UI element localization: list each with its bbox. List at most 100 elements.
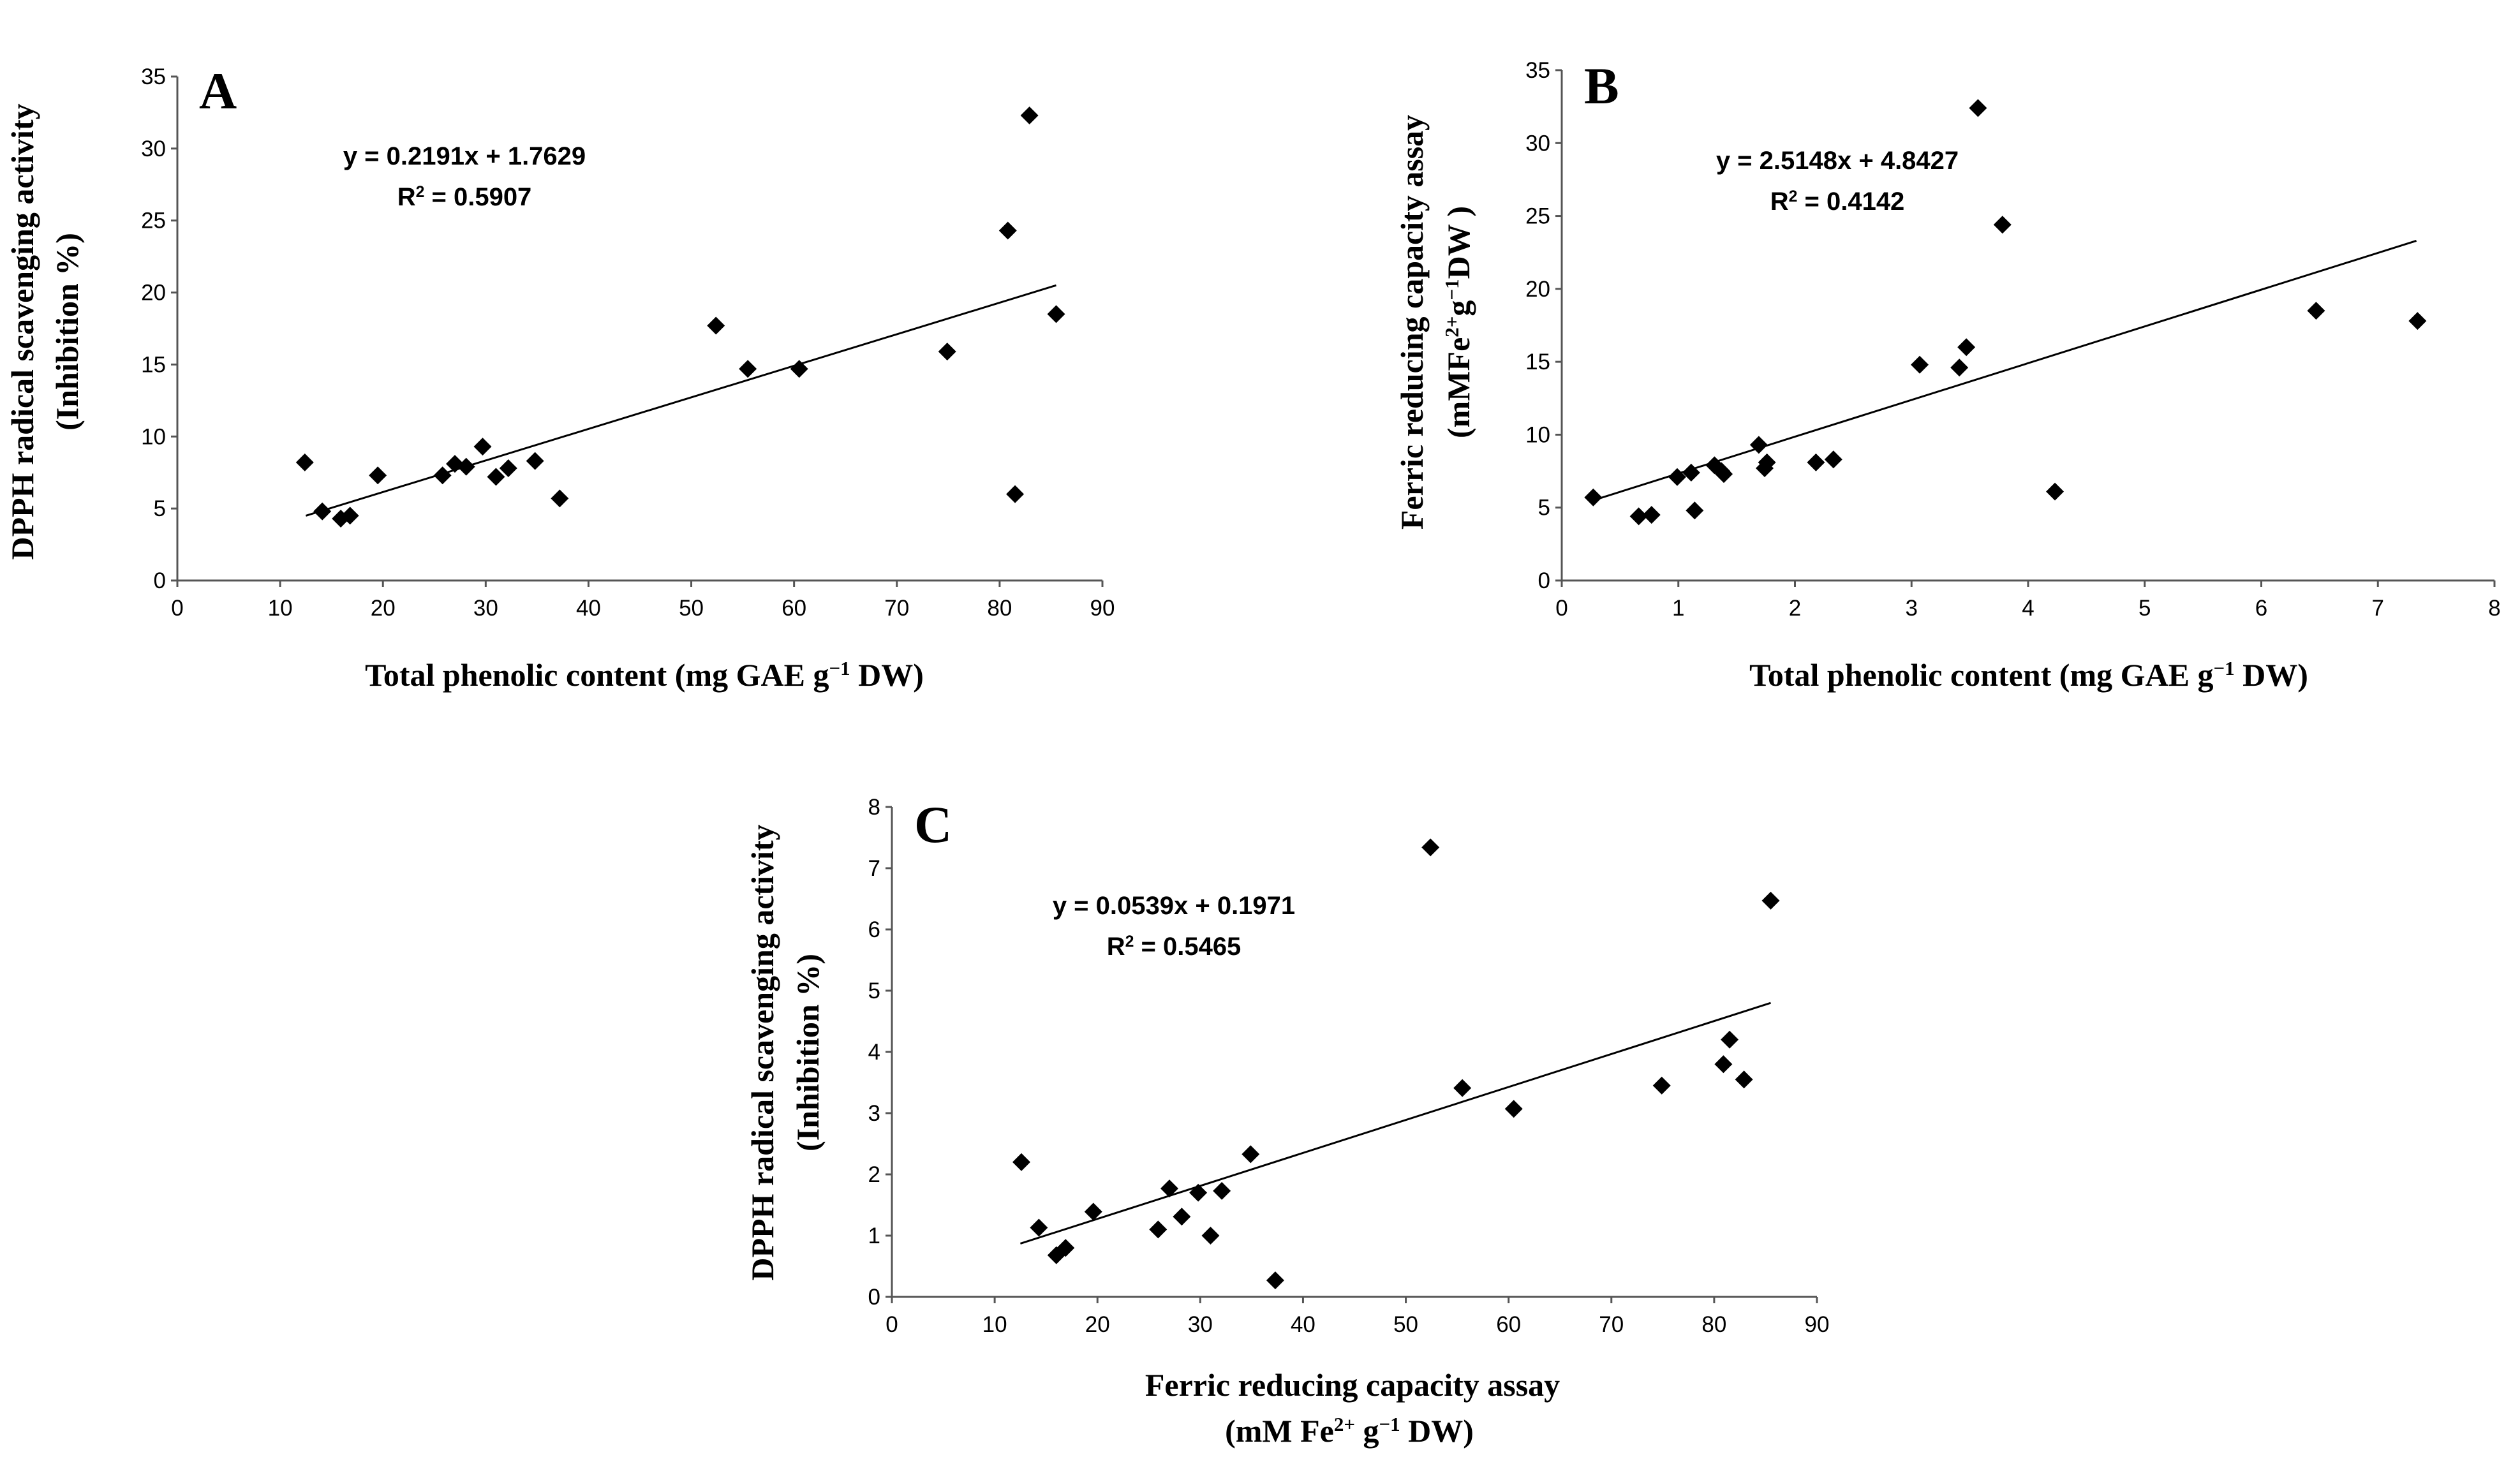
y-tick-label: 10 bbox=[1525, 422, 1550, 447]
y-tick-label: 20 bbox=[1525, 277, 1550, 302]
y-axis-label: DPPH radical scavenging activity bbox=[745, 824, 780, 1280]
data-point bbox=[1201, 1227, 1220, 1245]
y-tick-label: 1 bbox=[868, 1224, 880, 1248]
data-point bbox=[2307, 302, 2325, 320]
y-tick-label: 0 bbox=[154, 568, 166, 593]
data-point bbox=[313, 502, 332, 521]
data-point bbox=[739, 360, 757, 378]
data-point bbox=[790, 360, 808, 378]
y-axis-label: (mMFe2+g−1DW ) bbox=[1441, 206, 1477, 438]
trendline bbox=[305, 284, 1056, 517]
data-point bbox=[1824, 450, 1842, 469]
y-tick-label: 8 bbox=[868, 795, 880, 820]
x-tick-label: 50 bbox=[679, 596, 704, 621]
data-point bbox=[1758, 453, 1776, 471]
data-point bbox=[1173, 1208, 1191, 1226]
y-tick-label: 35 bbox=[141, 64, 166, 89]
data-point bbox=[369, 466, 387, 485]
y-tick-label: 4 bbox=[868, 1040, 880, 1065]
x-axis-label: Ferric reducing capacity assay bbox=[1145, 1367, 1560, 1403]
y-tick-label: 15 bbox=[1525, 350, 1550, 374]
x-tick-label: 5 bbox=[2138, 596, 2151, 621]
data-point bbox=[1421, 838, 1440, 857]
data-point bbox=[1761, 891, 1780, 910]
y-axis-label: Ferric reducing capacity assay bbox=[1394, 115, 1430, 529]
data-point bbox=[707, 316, 725, 335]
x-tick-label: 8 bbox=[2488, 596, 2500, 621]
regression-equation: y = 0.2191x + 1.7629 bbox=[343, 142, 586, 170]
panel-letter: B bbox=[1584, 57, 1619, 115]
y-tick-label: 30 bbox=[141, 137, 166, 161]
data-point bbox=[1030, 1218, 1048, 1237]
x-tick-label: 50 bbox=[1393, 1312, 1418, 1337]
data-point bbox=[1749, 436, 1768, 454]
data-point bbox=[1453, 1079, 1472, 1097]
x-tick-label: 40 bbox=[1291, 1312, 1316, 1337]
y-axis-label: DPPH radical scavenging activity bbox=[4, 103, 40, 559]
x-tick-label: 60 bbox=[782, 596, 806, 621]
data-point bbox=[1189, 1183, 1208, 1202]
y-tick-label: 10 bbox=[141, 424, 166, 449]
r-squared: R2 = 0.4142 bbox=[1770, 188, 1905, 216]
x-tick-label: 80 bbox=[1701, 1312, 1726, 1337]
x-tick-label: 4 bbox=[2022, 596, 2034, 621]
r-squared: R2 = 0.5907 bbox=[397, 183, 532, 211]
y-axis-label: (Inhibition %) bbox=[790, 954, 826, 1151]
x-tick-label: 30 bbox=[1188, 1312, 1213, 1337]
trendline bbox=[1019, 1002, 1771, 1245]
x-tick-label: 70 bbox=[1599, 1312, 1624, 1337]
trendline bbox=[1592, 239, 2417, 501]
y-tick-label: 30 bbox=[1525, 131, 1550, 156]
data-point bbox=[1629, 507, 1648, 526]
data-point bbox=[1714, 1055, 1733, 1074]
panel-letter: A bbox=[199, 62, 237, 120]
data-point bbox=[1056, 1239, 1075, 1257]
y-tick-label: 3 bbox=[868, 1101, 880, 1126]
panel-letter: C bbox=[914, 795, 952, 854]
x-tick-label: 80 bbox=[987, 596, 1012, 621]
data-point bbox=[1993, 216, 2012, 234]
y-tick-label: 5 bbox=[154, 496, 166, 521]
chart-panel-b: 0 5 10 15 20 25 30 35 0 1 2 3 4 5 6 7 8 By = 2.5148x + 4.… bbox=[1394, 57, 2501, 693]
y-tick-label: 15 bbox=[141, 352, 166, 377]
x-tick-label: 10 bbox=[268, 596, 293, 621]
x-tick-label: 3 bbox=[1906, 596, 1918, 621]
x-tick-label: 30 bbox=[473, 596, 498, 621]
data-point bbox=[1682, 463, 1700, 482]
data-point bbox=[1084, 1202, 1102, 1221]
y-tick-label: 6 bbox=[868, 917, 880, 942]
data-point bbox=[1266, 1271, 1284, 1290]
x-axis-label: Total phenolic content (mg GAE g−1 DW) bbox=[365, 657, 924, 693]
data-point bbox=[1950, 359, 1969, 377]
x-tick-label: 90 bbox=[1090, 596, 1115, 621]
x-tick-label: 0 bbox=[886, 1312, 898, 1337]
data-point bbox=[295, 453, 314, 471]
data-point bbox=[1911, 355, 1929, 374]
data-point bbox=[1721, 1030, 1739, 1049]
data-point bbox=[551, 489, 569, 508]
x-tick-label: 70 bbox=[884, 596, 909, 621]
y-tick-label: 0 bbox=[868, 1285, 880, 1310]
y-tick-label: 20 bbox=[141, 281, 166, 306]
x-axis-label: (mM Fe2+ g−1 DW) bbox=[1225, 1413, 1474, 1449]
x-tick-label: 0 bbox=[1555, 596, 1568, 621]
data-point bbox=[2408, 312, 2427, 330]
x-tick-label: 60 bbox=[1496, 1312, 1521, 1337]
data-point bbox=[1047, 305, 1065, 323]
x-tick-label: 2 bbox=[1789, 596, 1801, 621]
data-point bbox=[433, 466, 452, 485]
data-point bbox=[998, 221, 1017, 240]
regression-equation: y = 2.5148x + 4.8427 bbox=[1716, 147, 1959, 175]
data-point bbox=[1686, 501, 1704, 520]
data-point bbox=[1652, 1076, 1671, 1095]
data-point bbox=[1969, 99, 1987, 117]
x-tick-label: 1 bbox=[1672, 596, 1684, 621]
data-point bbox=[2046, 482, 2064, 501]
data-point bbox=[341, 506, 359, 525]
data-point bbox=[1006, 485, 1025, 503]
data-point bbox=[487, 468, 505, 486]
y-tick-label: 35 bbox=[1525, 58, 1550, 83]
x-tick-label: 10 bbox=[982, 1312, 1007, 1337]
x-tick-label: 7 bbox=[2372, 596, 2384, 621]
